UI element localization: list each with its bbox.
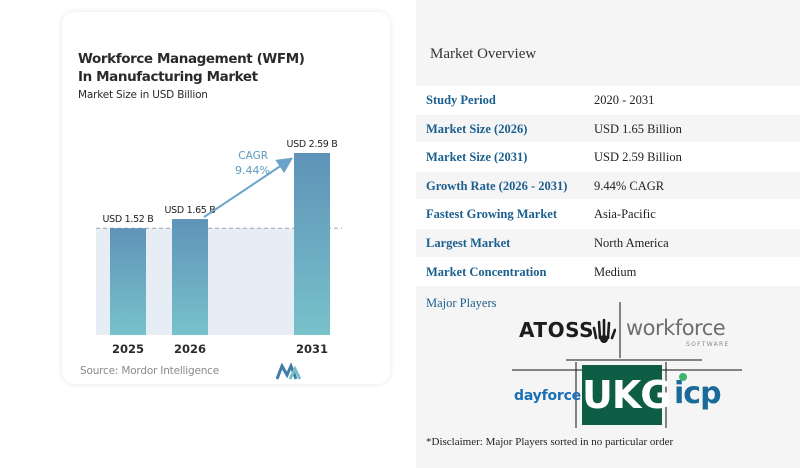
overview-label: Fastest Growing Market: [426, 207, 557, 222]
overview-table: Study Period 2020 - 2031 Market Size (20…: [416, 86, 800, 287]
overview-row: Fastest Growing Market Asia-Pacific: [416, 200, 800, 229]
market-overview-panel: Market Overview Study Period 2020 - 2031…: [416, 0, 800, 468]
cagr-label: CAGR: [238, 150, 268, 162]
chart-subtitle: Market Size in USD Billion: [78, 89, 208, 101]
data-label-2026: USD 1.65 B: [164, 205, 215, 216]
workforce-logo-subtitle: SOFTWARE: [686, 341, 730, 348]
overview-label: Largest Market: [426, 235, 511, 250]
icp-accent-icon: [679, 373, 687, 381]
overview-title: Market Overview: [430, 46, 537, 62]
overview-row: Study Period 2020 - 2031: [416, 86, 800, 115]
disclaimer: *Disclaimer: Major Players sorted in no …: [426, 436, 674, 448]
chart-source: Source: Mordor Intelligence: [80, 365, 219, 377]
overview-value: 9.44% CAGR: [594, 178, 665, 193]
player-logos: ATOSS workforce SOFTWARE dayforce UKG ic…: [416, 300, 800, 430]
overview-row: Market Size (2031) USD 2.59 Billion: [416, 143, 800, 172]
bar-2026: [172, 219, 208, 335]
overview-value: Asia-Pacific: [594, 207, 656, 222]
overview-row: Market Concentration Medium: [416, 257, 800, 287]
x-tick-2026: 2026: [174, 342, 206, 356]
overview-row: Market Size (2026) USD 1.65 Billion: [416, 114, 800, 144]
overview-row: Largest Market North America: [416, 228, 800, 258]
x-tick-2025: 2025: [112, 342, 144, 356]
ukg-logo: UKG: [582, 365, 672, 425]
overview-value: 2020 - 2031: [594, 93, 655, 107]
data-label-2025: USD 1.52 B: [102, 214, 153, 225]
overview-label: Market Size (2026): [426, 121, 528, 136]
growth-arrow: [203, 157, 293, 218]
overview-label: Market Size (2031): [426, 150, 528, 165]
mordor-logo-icon: [276, 363, 302, 380]
overview-value: USD 2.59 Billion: [594, 150, 682, 165]
data-label-2031: USD 2.59 B: [286, 139, 337, 150]
icp-logo: icp: [674, 376, 722, 411]
atoss-hand-icon: [592, 318, 616, 343]
major-players-title: Major Players: [426, 296, 497, 310]
chart-title: Workforce Management (WFM) In Manufactur…: [78, 51, 305, 85]
overview-label: Growth Rate (2026 - 2031): [426, 178, 568, 193]
overview-label: Market Concentration: [426, 264, 547, 279]
overview-label: Study Period: [426, 93, 496, 107]
overview-value: North America: [594, 235, 669, 250]
bar-chart: USD 1.52 B 2025 USD 1.65 B 2026 USD 2.59 B 20…: [96, 139, 342, 356]
overview-value: Medium: [594, 264, 637, 279]
atoss-logo: ATOSS: [519, 318, 594, 342]
x-tick-2031: 2031: [296, 342, 328, 356]
workforce-logo: workforce: [626, 316, 726, 340]
bar-2031: [294, 153, 330, 335]
cagr-value: 9.44%: [235, 164, 270, 177]
bar-2025: [110, 228, 146, 335]
overview-row: Growth Rate (2026 - 2031) 9.44% CAGR: [416, 171, 800, 201]
chart-card: Workforce Management (WFM) In Manufactur…: [62, 12, 390, 384]
dayforce-logo: dayforce: [514, 388, 581, 404]
logo-grid-lines: [512, 302, 742, 428]
overview-value: USD 1.65 Billion: [594, 121, 682, 136]
